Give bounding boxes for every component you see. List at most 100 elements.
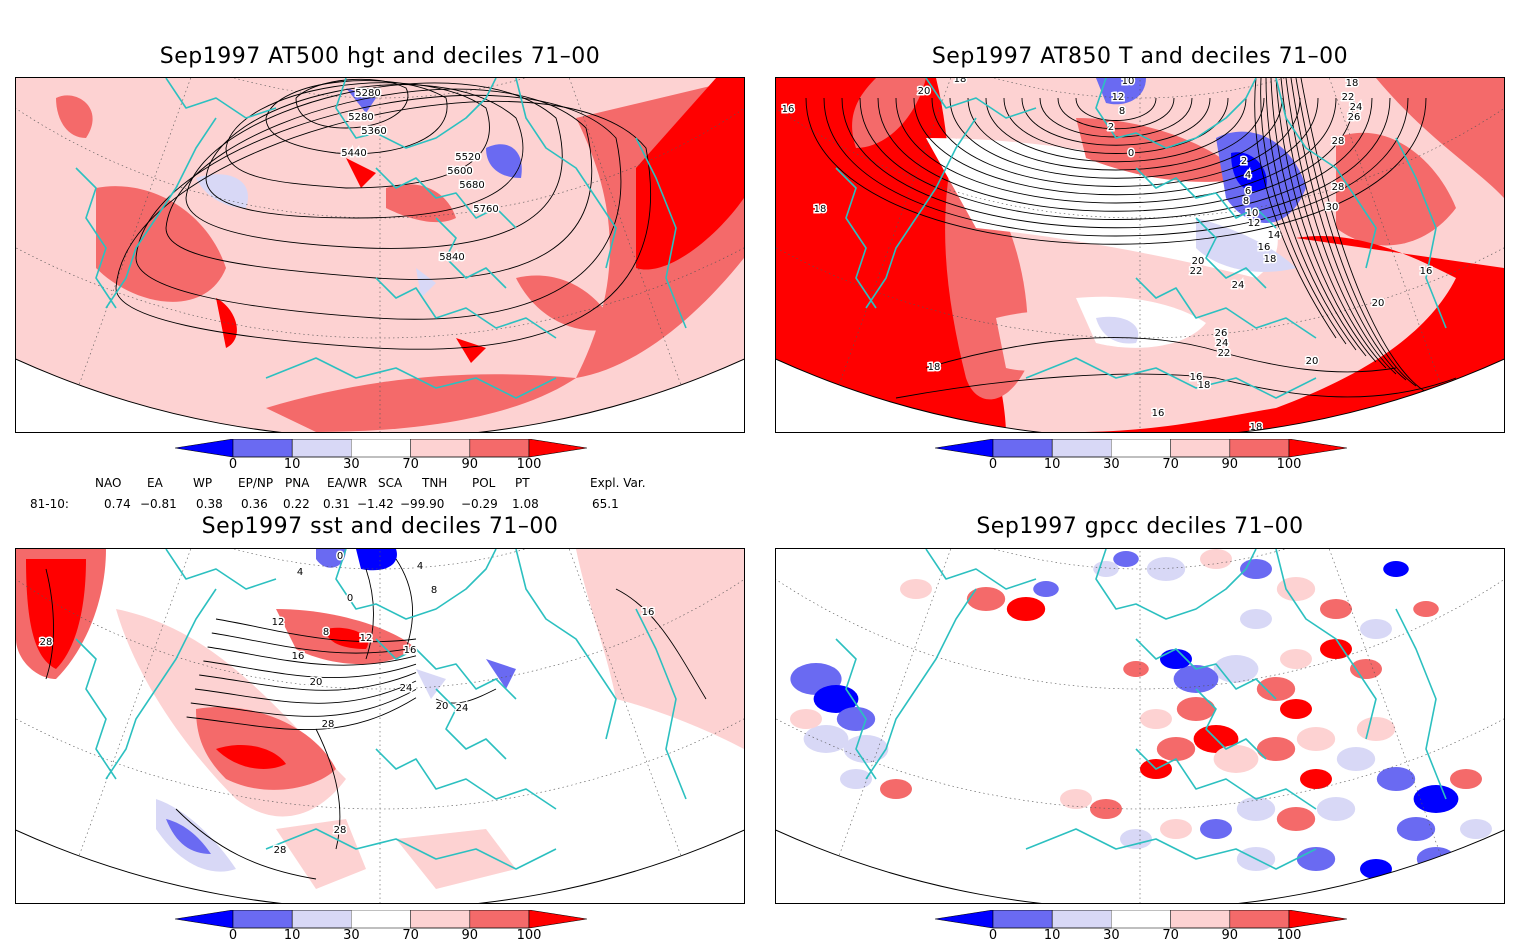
t850-contour-label: 18 [1264,254,1277,265]
hgt500-shade-6 [386,184,456,223]
t850-shade-6 [1196,218,1296,272]
t850-contour-label: 12 [1112,92,1125,103]
colorbar-swatch [1111,439,1171,457]
sst-contour-label: 28 [334,825,347,836]
t850-contour-label: 18 [814,204,827,215]
colorbar-label: 0 [988,928,998,943]
t850-contour-label: 16 [1190,372,1203,383]
index-value: 0.22 [283,497,310,511]
colorbar-swatch [1229,439,1290,458]
gpcc-anomaly-patch [1280,699,1312,719]
gpcc-anomaly-patch [1033,581,1059,597]
gpcc-graticule [776,549,1504,903]
t850-shade-5 [1231,152,1267,192]
hgt500-shade-12 [516,275,616,331]
t850-shade-14 [1096,78,1146,105]
index-name: SCA [378,476,403,490]
colorbar-swatch [351,439,411,457]
t850-shade-12 [1096,316,1139,344]
t850-contour-label: 18 [954,78,967,85]
sst-contour-label: 8 [431,585,437,596]
sst-shade-11 [156,799,236,872]
hgt500-contour-label: 5600 [447,166,472,177]
gpcc-anomaly-patch [1316,797,1356,821]
t850-contour-label: 16 [1152,408,1165,419]
gpcc-anomaly-patch [1296,847,1336,871]
index-name: Expl. Var. [590,476,646,490]
index-period-label: 81-10: [30,497,69,511]
gpcc-coastlines [835,549,1447,870]
colorbar-label: 30 [1103,928,1120,943]
sst-contour-label: 20 [436,701,449,712]
sst-shade-3 [196,707,336,790]
gpcc-anomaly-patch [1413,601,1439,617]
colorbar-t850: 0 10 30 70 90 100 [935,439,1347,473]
colorbar-label: 100 [1276,928,1302,943]
colorbar-swatch [351,910,411,928]
index-value: −99.90 [400,497,445,511]
colorbar-swatch [175,910,234,929]
panel-title-gpcc: Sep1997 gpcc deciles 71–00 [976,514,1304,539]
gpcc-anomaly-patch [1146,557,1186,581]
t850-contour-label: 2 [1241,156,1247,167]
hgt500-shade-13 [216,298,237,348]
gpcc-shading [790,549,1492,879]
t850-contour-label: 20 [1192,256,1205,267]
gpcc-anomaly-patch [843,735,889,763]
gpcc-anomaly-patch [1383,561,1409,577]
colorbar-hgt500: 0 10 30 70 90 100 [175,439,587,473]
colorbar-swatch [291,910,352,929]
colorbar-label: 70 [402,457,419,472]
gpcc-anomaly-patch [1060,789,1092,809]
index-value: 0.31 [323,497,350,511]
t850-contour-label: 26 [1348,112,1361,123]
sst-shade-6 [326,627,368,649]
sst-contour-label: 16 [292,651,305,662]
gpcc-anomaly-patch [1320,599,1352,619]
colorbar-label: 100 [516,928,542,943]
sst-contour-label: 0 [337,551,343,562]
sst-graticule [16,549,744,903]
colorbar-label: 100 [1276,457,1302,472]
hgt500-contour-label: 5520 [455,152,480,163]
gpcc-anomaly-patch [1256,737,1296,761]
colorbar-swatch [1229,910,1290,929]
hgt500-shade-7 [346,158,376,188]
gpcc-anomaly-patch [1093,561,1119,577]
sst-contour-label: 20 [310,677,323,688]
colorbar-label: 70 [1162,928,1179,943]
colorbar-swatch [1170,910,1231,929]
hgt500-contour-label: 5680 [459,180,484,191]
hgt500-shade-8 [196,174,248,208]
colorbar-label: 10 [1043,928,1061,943]
sst-contour-label: 8 [323,627,329,638]
sst-shade-14 [396,829,516,889]
map-t850: 1820161818181012820246810121416182022242… [776,78,1504,432]
t850-contour-label: 22 [1218,348,1231,359]
t850-contour-label: 20 [1306,356,1319,367]
sst-contours [45,558,707,880]
colorbar-graphic [935,439,1347,458]
gpcc-anomaly-patch [1113,551,1139,567]
colorbar-swatch [469,439,530,458]
colorbar-label: 10 [283,928,301,943]
t850-coastlines [835,78,1447,399]
t850-contour-label: 28 [1332,136,1345,147]
gpcc-anomaly-patch [880,779,912,799]
hgt500-shade-14 [56,95,93,138]
gpcc-anomaly-patch [1120,829,1152,849]
t850-contour-label: 6 [1245,186,1251,197]
colorbar-label: 0 [228,457,238,472]
t850-contour-label: 18 [1198,380,1211,391]
hgt500-shade-4 [636,78,744,270]
gpcc-anomaly-patch [1140,709,1172,729]
t850-contour-label: 0 [1128,148,1134,159]
gpcc-anomaly-patch [1256,677,1296,701]
hgt500-contours [115,78,651,350]
sst-shade-7 [356,549,397,571]
gpcc-anomaly-patch [1450,769,1482,789]
colorbar-graphic [175,439,587,458]
colorbar-label: 70 [1162,457,1179,472]
colorbar-label: 90 [1221,928,1239,943]
sst-coastlines [75,549,687,870]
